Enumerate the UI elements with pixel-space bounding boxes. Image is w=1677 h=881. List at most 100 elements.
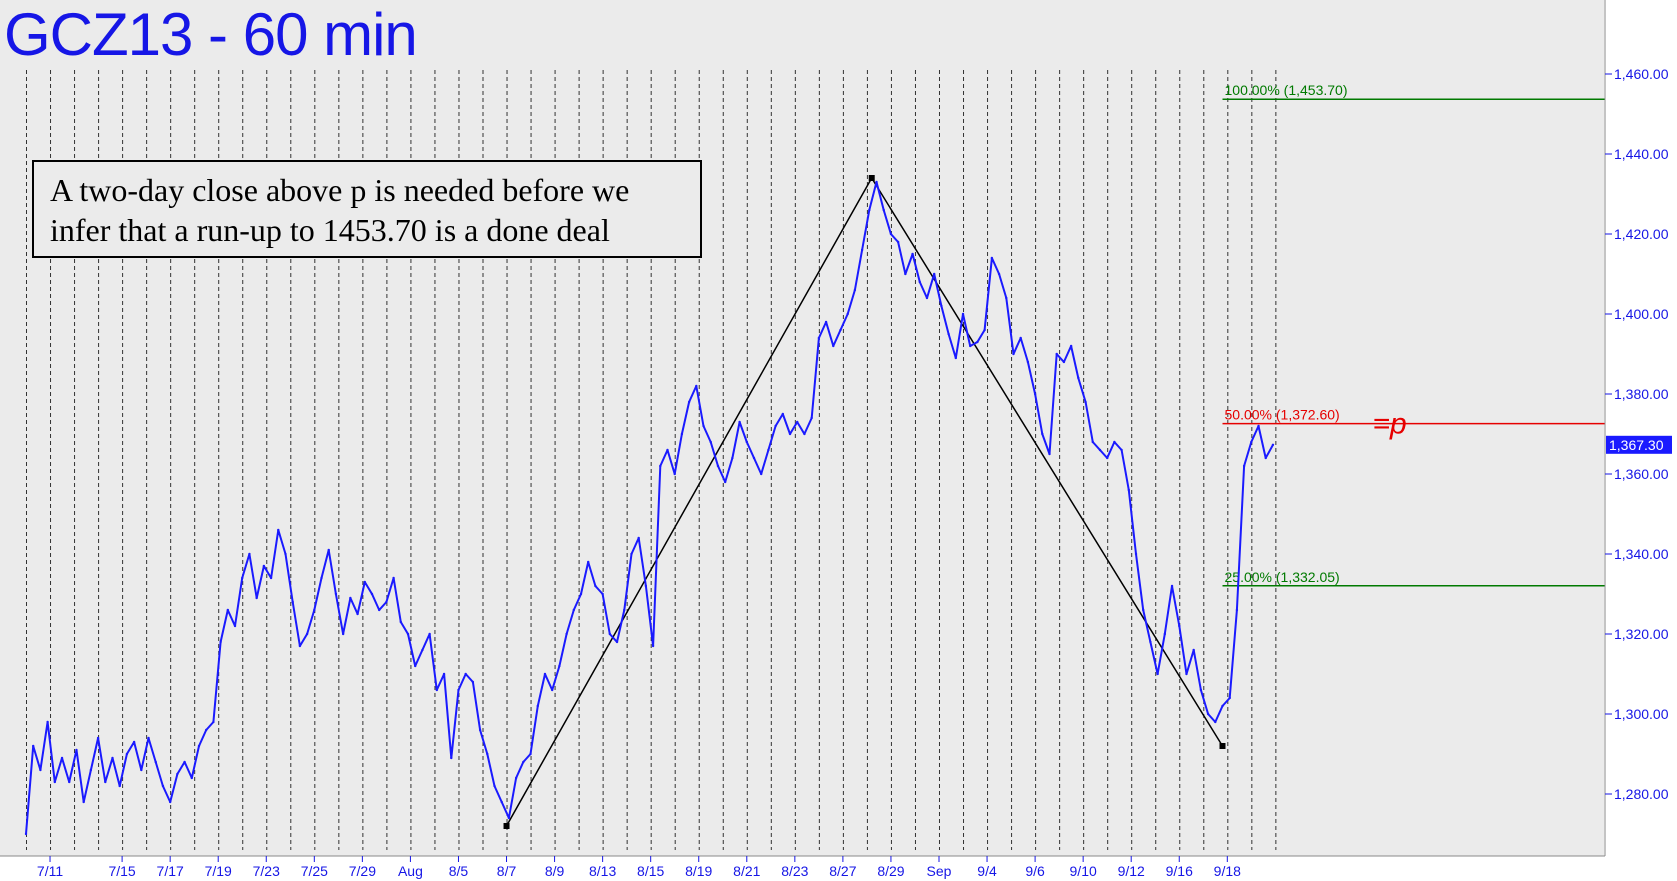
- price-point: [125, 752, 129, 756]
- x-tick-label: 7/23: [253, 863, 280, 879]
- x-tick-label: 9/6: [1025, 863, 1045, 879]
- price-series: [24, 180, 1275, 836]
- price-point: [1041, 432, 1044, 436]
- x-tick-label: 8/9: [545, 863, 565, 879]
- price-point: [853, 288, 857, 292]
- price-point: [875, 180, 878, 184]
- price-point: [824, 320, 828, 324]
- price-point: [810, 416, 813, 420]
- price-point: [132, 740, 136, 744]
- price-point: [1214, 720, 1217, 724]
- x-tick-label: 7/17: [157, 863, 184, 879]
- price-point: [204, 728, 208, 732]
- price-point: [428, 632, 431, 636]
- price-point: [277, 528, 280, 532]
- price-point: [976, 340, 979, 344]
- price-point: [1156, 672, 1159, 676]
- price-point: [399, 620, 403, 624]
- price-point: [442, 672, 446, 676]
- price-point: [327, 548, 330, 552]
- price-point: [990, 256, 994, 260]
- price-point: [623, 608, 626, 612]
- price-point: [954, 356, 958, 360]
- x-tick-label: 9/10: [1070, 863, 1097, 879]
- p-marker-label: =p: [1373, 408, 1407, 441]
- y-tick-label: 1,440.00: [1614, 146, 1669, 162]
- price-point: [1257, 424, 1260, 428]
- price-point: [832, 344, 835, 348]
- price-point: [392, 576, 395, 580]
- price-point: [104, 780, 107, 784]
- price-point: [846, 312, 849, 316]
- price-point: [911, 252, 914, 256]
- price-point: [1178, 624, 1181, 628]
- abc-pattern-line: [503, 175, 1226, 829]
- price-point: [1250, 440, 1253, 444]
- price-point: [226, 608, 230, 612]
- price-point: [947, 332, 950, 336]
- price-point: [183, 760, 186, 764]
- price-point: [500, 800, 503, 804]
- price-point: [478, 728, 482, 732]
- price-point: [46, 720, 49, 724]
- x-tick-label: 7/29: [349, 863, 376, 879]
- last-price-badge-box: [1606, 435, 1672, 454]
- price-point: [176, 772, 179, 776]
- x-tick-label: 7/25: [301, 863, 328, 879]
- price-point: [118, 784, 121, 788]
- price-line: [25, 181, 1274, 835]
- price-point: [334, 592, 338, 596]
- y-tick-label: 1,420.00: [1614, 226, 1669, 242]
- price-point: [1062, 360, 1066, 364]
- price-point: [961, 312, 965, 316]
- price-point: [651, 644, 655, 648]
- price-point: [1105, 456, 1109, 460]
- x-tick-label: 8/27: [829, 863, 856, 879]
- price-point: [1019, 336, 1022, 340]
- price-point: [60, 756, 64, 760]
- x-tick-label: 9/16: [1166, 863, 1193, 879]
- price-point: [781, 412, 785, 416]
- chart-title: GCZ13 - 60 min: [4, 1, 418, 68]
- x-tick-label: 7/15: [108, 863, 135, 879]
- price-point: [1098, 448, 1102, 452]
- price-point: [1192, 648, 1195, 652]
- annotation-box: A two-day close above p is needed before…: [32, 160, 702, 258]
- y-tick-label: 1,280.00: [1614, 786, 1669, 802]
- y-tick-label: 1,380.00: [1614, 386, 1669, 402]
- x-axis: 7/11 7/15 7/17 7/19 7/23 7/25 7/29 Aug 8/5 8/7 8/9…: [0, 855, 1605, 879]
- price-point: [269, 576, 273, 580]
- price-point: [536, 704, 539, 708]
- price-point: [716, 464, 720, 468]
- pattern-pivot-marker: [868, 175, 875, 181]
- price-point: [493, 784, 496, 788]
- price-point: [1113, 440, 1116, 444]
- price-point: [219, 640, 222, 644]
- price-point: [341, 632, 345, 636]
- price-point: [406, 632, 410, 636]
- price-point: [1084, 400, 1087, 404]
- price-point: [1142, 608, 1145, 612]
- price-point: [147, 736, 150, 740]
- price-point: [1120, 448, 1123, 452]
- price-point: [1127, 488, 1131, 492]
- price-point: [464, 672, 467, 676]
- price-point: [255, 596, 258, 600]
- price-point: [75, 748, 78, 752]
- price-point: [1228, 696, 1231, 700]
- price-point: [1134, 552, 1138, 556]
- price-point: [1163, 632, 1167, 636]
- price-point: [788, 432, 792, 436]
- price-point: [594, 584, 597, 588]
- price-point: [731, 456, 734, 460]
- x-tick-label: 7/19: [205, 863, 232, 879]
- price-point: [940, 304, 943, 308]
- fibonacci-levels: 100.00% (1,453.70) 50.00% (1,372.60) 25.00…: [1222, 82, 1605, 587]
- price-point: [291, 600, 294, 604]
- price-point: [190, 776, 193, 780]
- price-point: [709, 440, 712, 444]
- x-tick-label: 9/12: [1118, 863, 1145, 879]
- price-point: [385, 600, 388, 604]
- price-point: [543, 672, 547, 676]
- price-point: [839, 328, 842, 332]
